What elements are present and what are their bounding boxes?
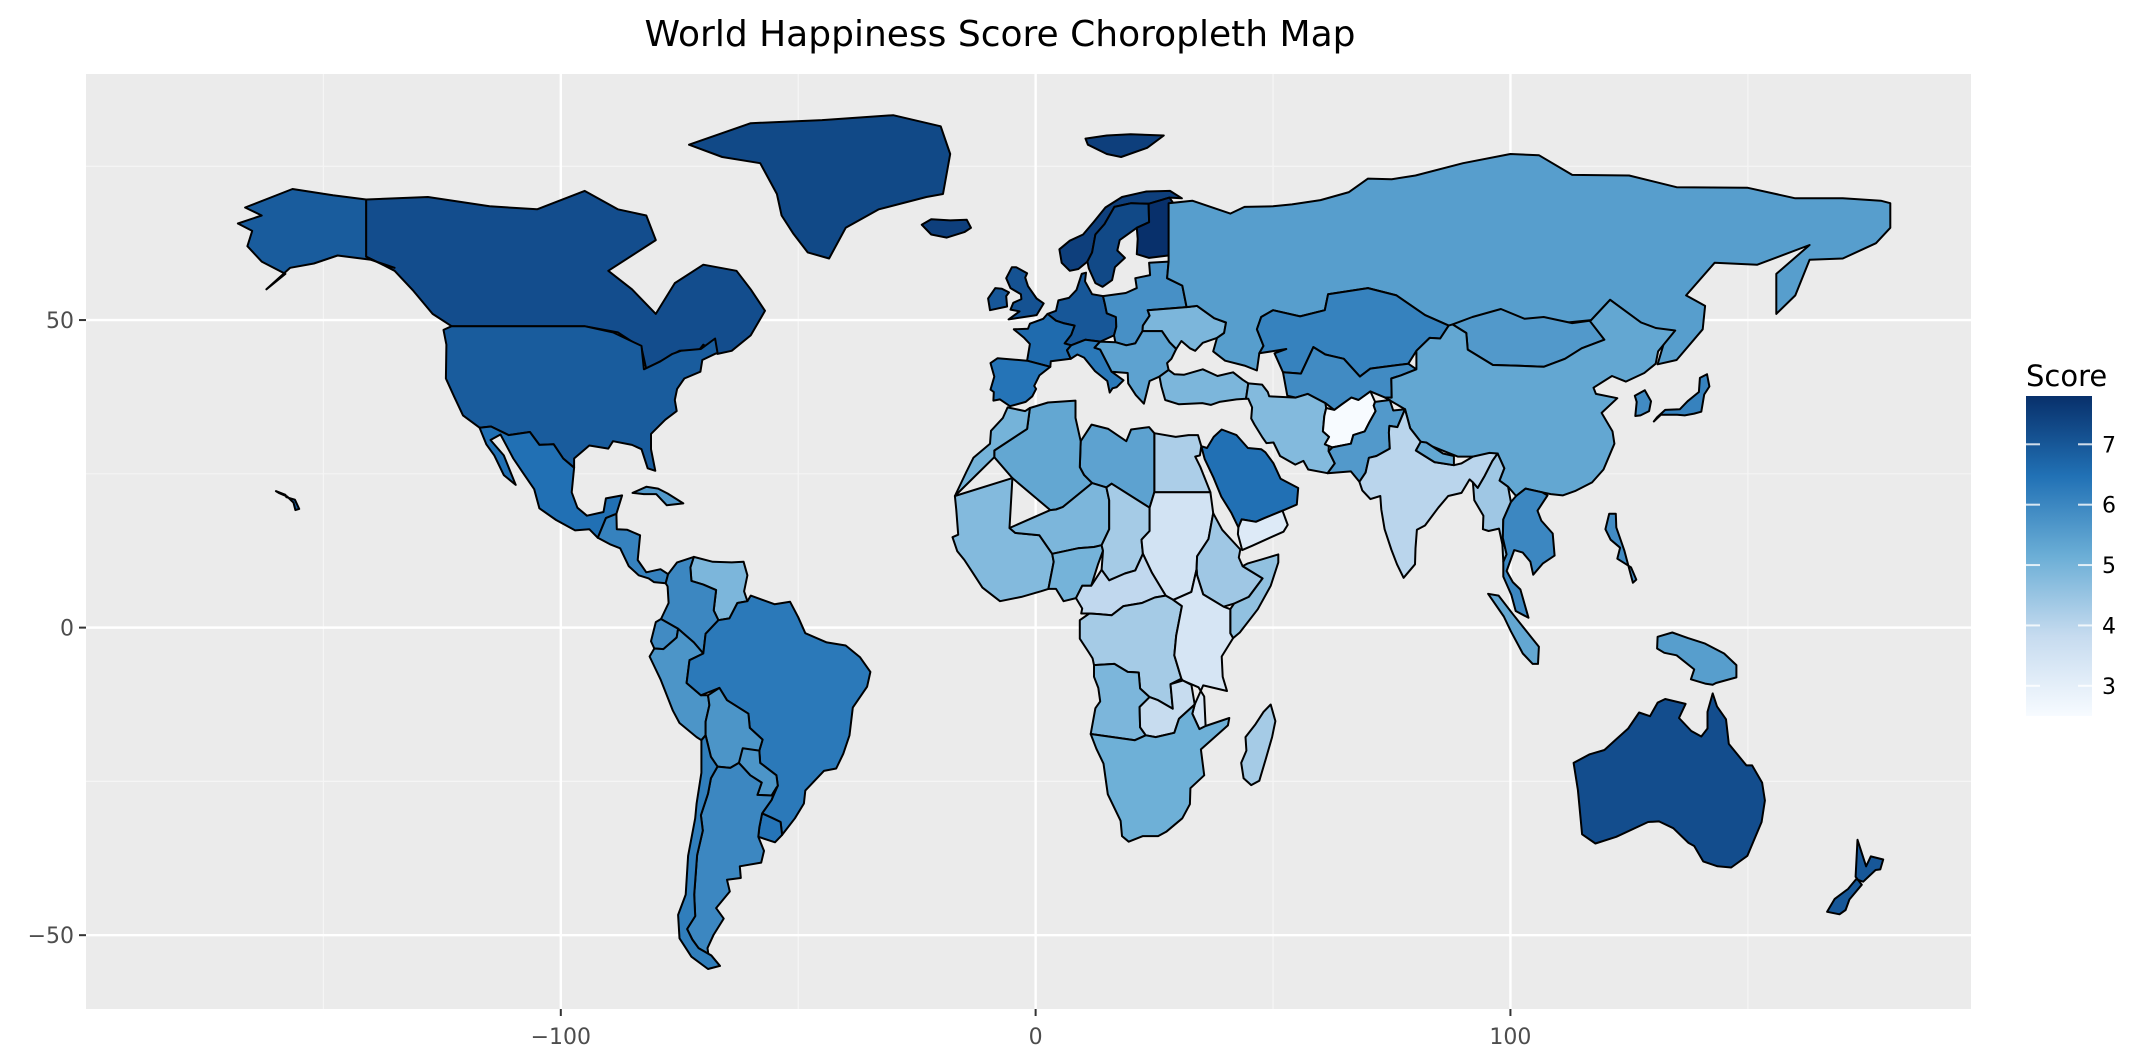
country-new-zealand <box>1826 838 1885 916</box>
country-cuba <box>631 485 685 507</box>
countries-layer <box>236 114 1892 970</box>
country-ireland <box>987 287 1010 312</box>
country-nigeria <box>1047 544 1104 603</box>
country-hawaii <box>274 490 301 512</box>
country-svalbard <box>1084 133 1165 158</box>
x-tick-label: 100 <box>1489 1025 1531 1050</box>
country-alaska <box>236 188 396 291</box>
country-italy <box>1066 338 1125 394</box>
country-sweden <box>1086 202 1151 288</box>
country-southeast-asia <box>1501 487 1556 619</box>
country-balkans <box>1093 330 1178 405</box>
legend-colorbar <box>2026 396 2092 716</box>
legend-tick-label: 7 <box>2102 433 2116 458</box>
country-somalia <box>1229 553 1280 640</box>
legend-tick-label: 4 <box>2102 614 2116 639</box>
legend-tick-label: 5 <box>2102 554 2116 579</box>
axes: −100 0 100 50 0 −50 <box>28 309 1532 1050</box>
country-yemen <box>1236 509 1289 552</box>
country-central-america <box>596 512 670 585</box>
country-japan <box>1652 373 1711 423</box>
country-turkey <box>1158 368 1250 406</box>
country-saudi-arabia <box>1200 428 1300 529</box>
color-legend: Score 7 6 5 4 3 <box>2026 359 2116 716</box>
map-title: World Happiness Score Choropleth Map <box>644 14 1356 55</box>
country-morocco <box>953 406 1031 497</box>
y-tick-label: 0 <box>60 617 74 642</box>
legend-tick-label: 6 <box>2102 494 2116 519</box>
legend-title: Score <box>2026 359 2107 393</box>
country-east-africa <box>1172 568 1235 731</box>
country-madagascar <box>1240 703 1277 787</box>
legend-tick-label: 3 <box>2102 675 2116 700</box>
country-iceland <box>920 218 972 239</box>
x-tick-label: 0 <box>1029 1025 1043 1050</box>
country-papua-new-guinea <box>1656 631 1738 686</box>
country-southern-africa <box>1089 703 1231 843</box>
country-united-kingdom <box>1005 266 1045 321</box>
country-chile <box>677 734 721 970</box>
country-greenland <box>688 114 952 260</box>
country-russia <box>1166 153 1892 372</box>
y-tick-label: 50 <box>46 309 74 334</box>
y-tick-label: −50 <box>28 924 74 949</box>
country-canada <box>365 189 766 371</box>
country-australia <box>1572 692 1766 869</box>
country-indonesia <box>1487 592 1540 665</box>
country-iberia <box>989 357 1052 408</box>
country-philippines <box>1604 512 1638 584</box>
x-tick-label: −100 <box>531 1025 591 1050</box>
country-south-korea <box>1633 389 1652 417</box>
legend-ticks: 7 6 5 4 3 <box>2026 433 2116 700</box>
country-nepal <box>1414 440 1455 467</box>
country-india <box>1358 408 1499 579</box>
